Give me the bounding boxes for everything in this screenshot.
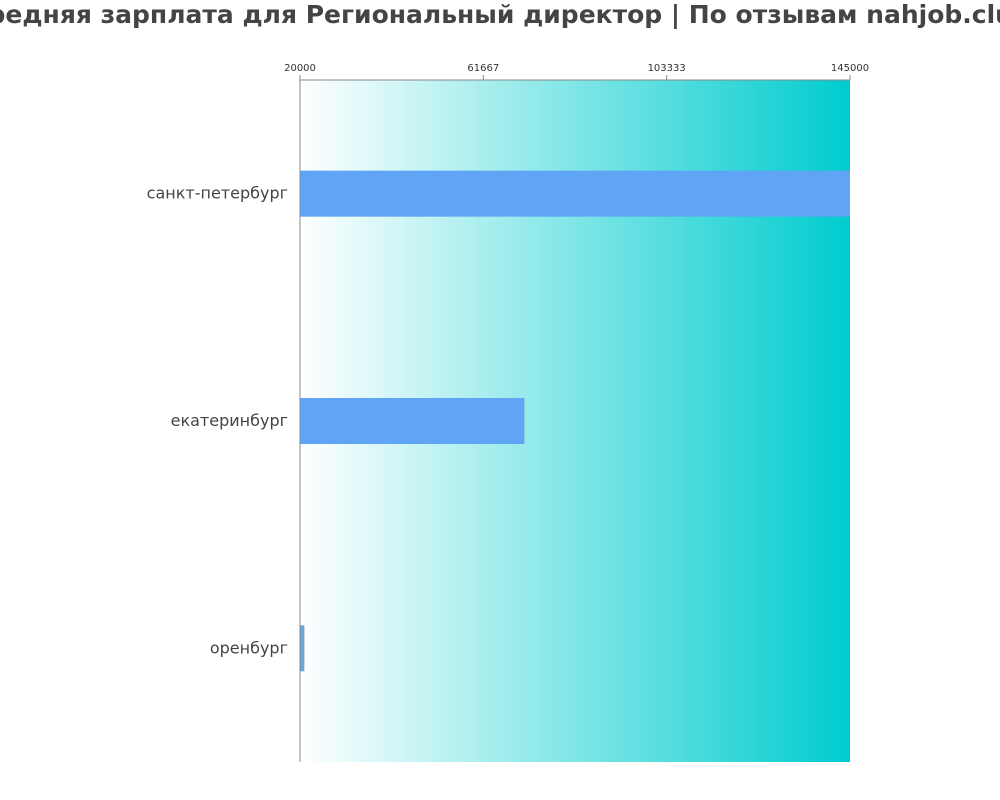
x-tick-label: 20000	[284, 63, 316, 74]
x-tick-label: 103333	[648, 63, 686, 74]
x-tick-label: 145000	[831, 63, 869, 74]
category-label: екатеринбург	[171, 411, 288, 430]
category-label: оренбург	[210, 638, 288, 657]
bar	[300, 170, 850, 217]
x-tick-label: 61667	[467, 63, 499, 74]
bar	[300, 625, 305, 672]
chart-title: Средняя зарплата для Региональный директ…	[0, 0, 1000, 29]
bar	[300, 398, 525, 444]
category-label: санкт-петербург	[147, 184, 288, 203]
